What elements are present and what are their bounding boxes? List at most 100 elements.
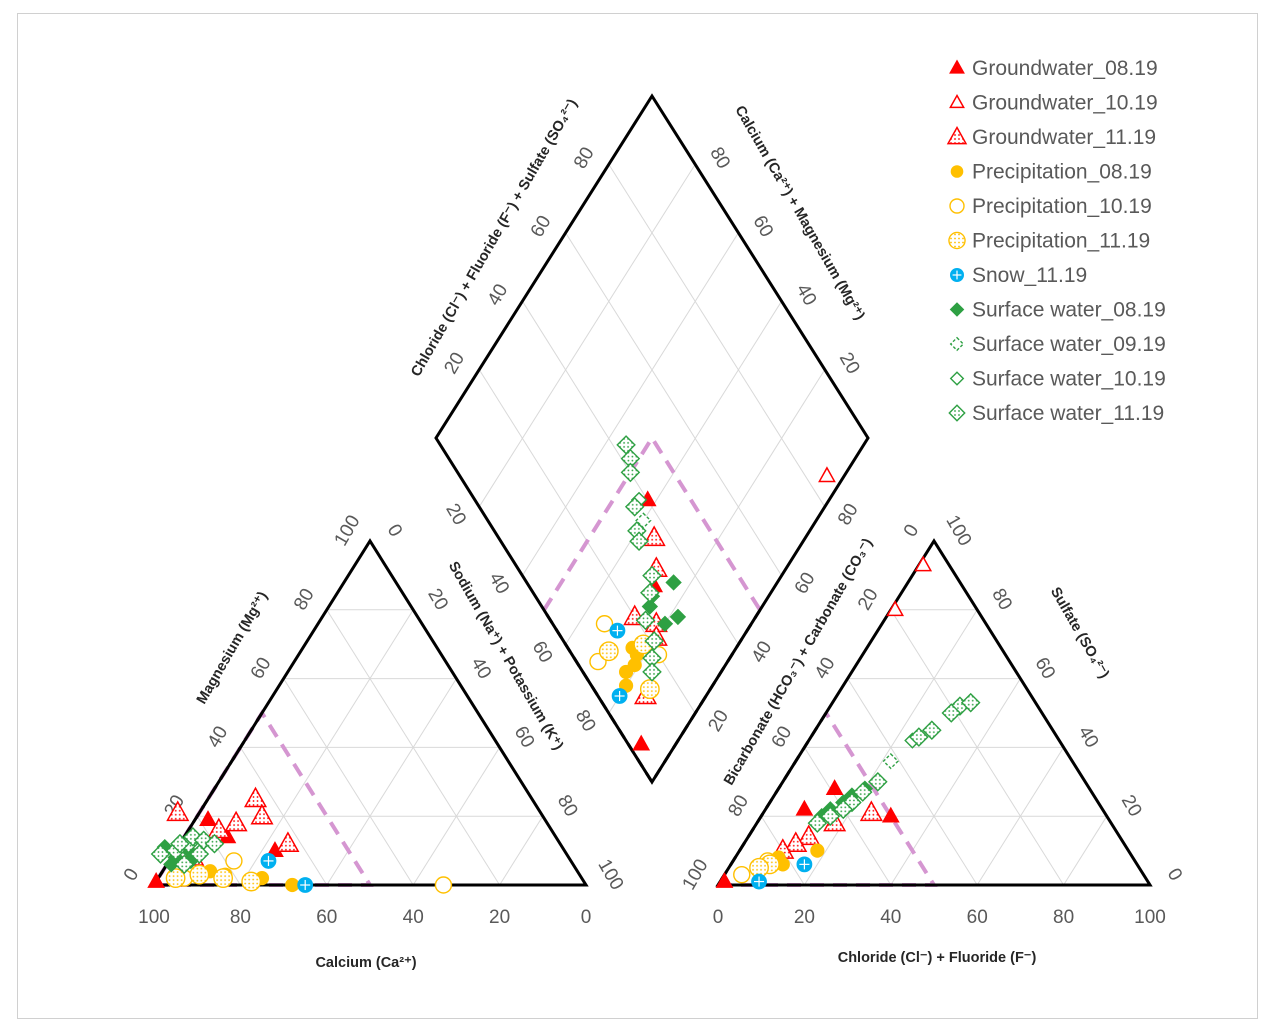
anion-bottom-tick: 100 [1134,907,1166,928]
point-cation-precipitation-11-19 [165,868,186,889]
anion-triangle-outline [715,538,1153,887]
anion-left-tick: 0 [900,521,923,541]
circle-shape [285,877,300,893]
point-anion-surface-water-11-19 [820,806,841,826]
diamond-upper-left-tick: 40 [484,281,513,310]
point-cation-snow-11-19 [260,853,277,869]
point-anion-groundwater-10-19 [886,600,904,617]
circle-shape [225,852,243,870]
point-anion-groundwater-08-19 [881,806,900,823]
point-diamond-surface-water-11-19 [624,497,645,517]
point-cation-precipitation-11-19 [189,864,210,885]
triangle-shape [166,800,190,822]
anion-bottom-tick: 0 [713,907,724,928]
triangle-shape [797,824,821,846]
anion-x-axis-label: Chloride (Cl⁻) + Fluoride (F⁻) [838,950,1037,966]
point-anion-surface-water-11-19 [852,782,873,802]
cation-left-axis-label: Magnesium (Mg²⁺) [194,589,271,707]
triangle-shape [818,466,836,483]
cation-bottom-tick: 100 [138,907,170,928]
diamond-shape [635,610,656,631]
diamond-shape [640,583,660,603]
circle-shape [165,868,186,889]
cation-right-tick: 40 [466,654,495,683]
legend-label-surface-water-08-19: Surface water_08.19 [972,299,1166,322]
diamond-gridline [565,300,783,645]
legend-marker-precipitation-11-19 [948,231,966,250]
anion-right-tick: 80 [987,585,1016,614]
triangle-shape [207,817,231,839]
point-anion-precipitation-08-19 [810,843,825,858]
cation-left-tick: 0 [120,865,143,885]
point-cation-precipitation-11-19 [213,868,234,889]
legend-label-precipitation-11-19: Precipitation_11.19 [972,230,1150,253]
circle-shape [434,876,453,894]
point-anion-groundwater-08-19 [715,872,734,888]
circle-shape [948,231,966,250]
triangle-shape [881,806,900,823]
cation-gridline [326,609,501,886]
point-diamond-surface-water-11-19 [620,462,641,483]
data-points [147,435,981,894]
triangle-shape [949,93,965,109]
point-anion-precipitation-10-19 [733,865,751,884]
cation-right-tick: 100 [593,856,627,894]
cation-triangle-outline [151,538,589,887]
legend-label-surface-water-11-19: Surface water_11.19 [972,402,1164,425]
diamond-outline [434,93,870,785]
point-diamond-snow-11-19 [609,622,626,639]
cation-bottom-tick: 80 [230,907,251,928]
legend-marker-snow-11-19 [949,267,965,283]
anion-right-tick: 100 [941,512,975,550]
triangle-shape [784,831,808,853]
point-diamond-precipitation-10-19 [595,615,614,633]
diamond-shape [204,833,225,854]
triangle-shape [914,555,933,572]
triangle-shape [632,734,651,751]
diamond-shape [624,497,645,517]
circle-shape [189,864,210,885]
diamond-gridline [478,164,696,508]
gridlines [196,164,1108,886]
diamond-gridline [565,232,783,576]
cation-x-axis-label: Calcium (Ca²⁺) [315,955,416,971]
anion-gridline [803,609,978,886]
anion-left-tick: 80 [724,792,753,821]
point-anion-snow-11-19 [796,856,813,873]
triangle-shape [224,810,248,832]
point-diamond-surface-water-11-19 [640,583,660,603]
triangle-shape [715,872,734,888]
cation-right-tick: 20 [423,585,452,614]
legend-label-groundwater-08-19: Groundwater_08.19 [972,57,1158,80]
triangle-shape [250,803,274,825]
point-cation-groundwater-08-19 [147,872,166,888]
point-cation-surface-water-11-19 [174,854,195,875]
diamond-upper-right-tick: 40 [792,281,821,310]
legend-label-precipitation-10-19: Precipitation_10.19 [972,195,1152,218]
diamond-upper-right-tick: 60 [748,212,777,241]
diamond-shape [852,782,873,802]
point-diamond-surface-water-08-19 [669,608,687,626]
plot-outlines [151,93,1153,887]
anion-left-tick: 60 [768,723,797,752]
diamond-lower-left-tick: 20 [441,500,470,529]
diamond-shape [189,844,210,864]
point-diamond-groundwater-11-19 [642,525,666,547]
cation-bottom-tick: 40 [403,907,424,928]
anion-gridline [1063,815,1108,886]
point-anion-surface-water-11-19 [960,692,981,713]
point-anion-surface-water-11-19 [807,813,828,833]
diamond-shape [642,662,662,682]
legend-label-groundwater-10-19: Groundwater_10.19 [972,92,1158,115]
diamond-upper-right-tick: 20 [835,349,864,378]
point-anion-groundwater-08-19 [825,779,844,796]
point-diamond-surface-water-11-19 [629,531,649,551]
anion-bottom-tick: 60 [967,907,988,928]
anion-left-tick: 20 [854,585,883,614]
diamond-shape [909,727,929,747]
anion-right-tick: 60 [1030,654,1059,683]
diamond-shape [868,772,888,792]
point-anion-groundwater-11-19 [784,831,808,853]
circle-shape [810,843,825,858]
cation-right-tick: 80 [553,792,582,821]
